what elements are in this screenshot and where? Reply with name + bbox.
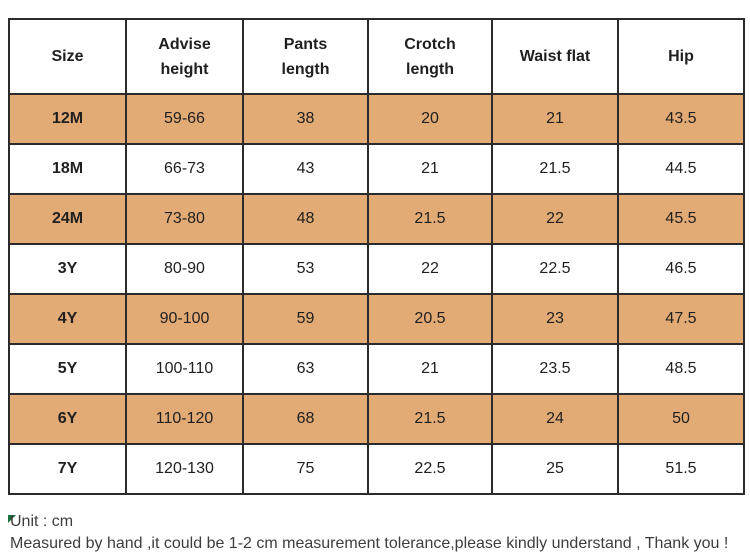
- unit-note: Unit : cm: [10, 513, 74, 530]
- size-cell: 12M: [8, 93, 127, 145]
- value-cell: 48.5: [617, 343, 745, 395]
- value-cell: 63: [242, 343, 369, 395]
- value-cell: 59-66: [125, 93, 244, 145]
- size-chart-table: Size Advise height Pants length Crotch l…: [8, 18, 745, 495]
- value-cell: 44.5: [617, 143, 745, 195]
- size-cell: 24M: [8, 193, 127, 245]
- value-cell: 22: [491, 193, 619, 245]
- size-cell: 5Y: [8, 343, 127, 395]
- value-cell: 22.5: [491, 243, 619, 295]
- value-cell: 24: [491, 393, 619, 445]
- value-cell: 51.5: [617, 443, 745, 495]
- table-row: 7Y 120-130 75 22.5 25 51.5: [8, 443, 745, 495]
- column-header-hip: Hip: [617, 18, 745, 95]
- value-cell: 20.5: [367, 293, 493, 345]
- value-cell: 68: [242, 393, 369, 445]
- column-header-crotch-length: Crotch length: [367, 18, 493, 95]
- value-cell: 21.5: [367, 193, 493, 245]
- value-cell: 21: [367, 343, 493, 395]
- table-row: 5Y 100-110 63 21 23.5 48.5: [8, 343, 745, 395]
- table-row: 4Y 90-100 59 20.5 23 47.5: [8, 293, 745, 345]
- size-table-body: 12M 59-66 38 20 21 43.5 18M 66-73 43 21 21.5 44.5 24…: [8, 93, 745, 495]
- value-cell: 110-120: [125, 393, 244, 445]
- value-cell: 23: [491, 293, 619, 345]
- table-row: 12M 59-66 38 20 21 43.5: [8, 93, 745, 145]
- value-cell: 43: [242, 143, 369, 195]
- value-cell: 25: [491, 443, 619, 495]
- value-cell: 50: [617, 393, 745, 445]
- value-cell: 66-73: [125, 143, 244, 195]
- value-cell: 22.5: [367, 443, 493, 495]
- value-cell: 23.5: [491, 343, 619, 395]
- column-header-waist-flat: Waist flat: [491, 18, 619, 95]
- value-cell: 43.5: [617, 93, 745, 145]
- size-cell: 6Y: [8, 393, 127, 445]
- value-cell: 53: [242, 243, 369, 295]
- value-cell: 21.5: [491, 143, 619, 195]
- value-cell: 80-90: [125, 243, 244, 295]
- value-cell: 45.5: [617, 193, 745, 245]
- size-cell: 18M: [8, 143, 127, 195]
- value-cell: 46.5: [617, 243, 745, 295]
- footer-notes: Unit : cm Measured by hand ,it could be …: [10, 511, 748, 555]
- cell-corner-marker-icon: [8, 515, 16, 523]
- value-cell: 21: [367, 143, 493, 195]
- value-cell: 21.5: [367, 393, 493, 445]
- column-header-advise-height: Advise height: [125, 18, 244, 95]
- table-header-row: Size Advise height Pants length Crotch l…: [8, 18, 745, 95]
- value-cell: 120-130: [125, 443, 244, 495]
- table-row: 6Y 110-120 68 21.5 24 50: [8, 393, 745, 445]
- table-row: 18M 66-73 43 21 21.5 44.5: [8, 143, 745, 195]
- table-row: 24M 73-80 48 21.5 22 45.5: [8, 193, 745, 245]
- value-cell: 48: [242, 193, 369, 245]
- value-cell: 100-110: [125, 343, 244, 395]
- value-cell: 59: [242, 293, 369, 345]
- column-header-size: Size: [8, 18, 127, 95]
- value-cell: 38: [242, 93, 369, 145]
- value-cell: 90-100: [125, 293, 244, 345]
- value-cell: 75: [242, 443, 369, 495]
- value-cell: 20: [367, 93, 493, 145]
- tolerance-note: Measured by hand ,it could be 1-2 cm mea…: [10, 535, 729, 552]
- size-cell: 7Y: [8, 443, 127, 495]
- value-cell: 47.5: [617, 293, 745, 345]
- value-cell: 22: [367, 243, 493, 295]
- table-row: 3Y 80-90 53 22 22.5 46.5: [8, 243, 745, 295]
- size-cell: 4Y: [8, 293, 127, 345]
- size-cell: 3Y: [8, 243, 127, 295]
- value-cell: 73-80: [125, 193, 244, 245]
- column-header-pants-length: Pants length: [242, 18, 369, 95]
- value-cell: 21: [491, 93, 619, 145]
